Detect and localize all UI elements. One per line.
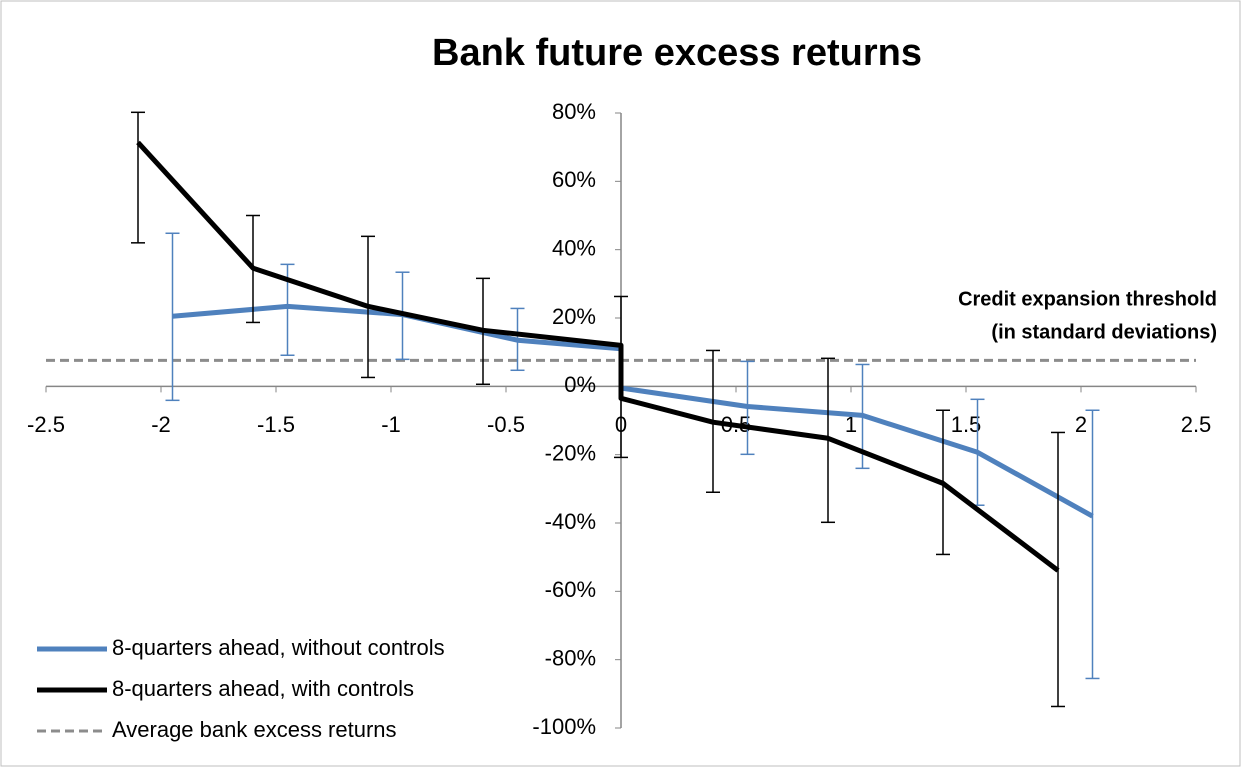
series-line [136, 140, 1060, 573]
y-tick-label: -40% [545, 509, 596, 534]
x-tick-label: 1.5 [951, 412, 982, 437]
x-tick-label: -1 [381, 412, 401, 437]
y-tick-label: 0% [564, 372, 596, 397]
y-tick-label: -100% [532, 714, 596, 739]
legend-label: 8-quarters ahead, without controls [112, 635, 445, 660]
y-tick-label: 20% [552, 304, 596, 329]
y-tick-label: 60% [552, 167, 596, 192]
x-tick-label: 2 [1075, 412, 1087, 437]
x-tick-label: 2.5 [1181, 412, 1212, 437]
y-tick-label: -80% [545, 645, 596, 670]
y-tick-label: -20% [545, 440, 596, 465]
y-tick-label: 40% [552, 235, 596, 260]
annotation: (in standard deviations) [991, 321, 1217, 343]
y-tick-label: 80% [552, 99, 596, 124]
x-tick-label: -0.5 [487, 412, 525, 437]
legend-label: Average bank excess returns [112, 717, 397, 742]
x-tick-label: -2 [151, 412, 171, 437]
y-tick-label: -60% [545, 577, 596, 602]
x-tick-label: 1 [845, 412, 857, 437]
x-tick-label: -1.5 [257, 412, 295, 437]
annotation: Credit expansion threshold [958, 288, 1217, 310]
chart-title: Bank future excess returns [432, 32, 922, 74]
legend-label: 8-quarters ahead, with controls [112, 676, 414, 701]
x-tick-label: -2.5 [27, 412, 65, 437]
